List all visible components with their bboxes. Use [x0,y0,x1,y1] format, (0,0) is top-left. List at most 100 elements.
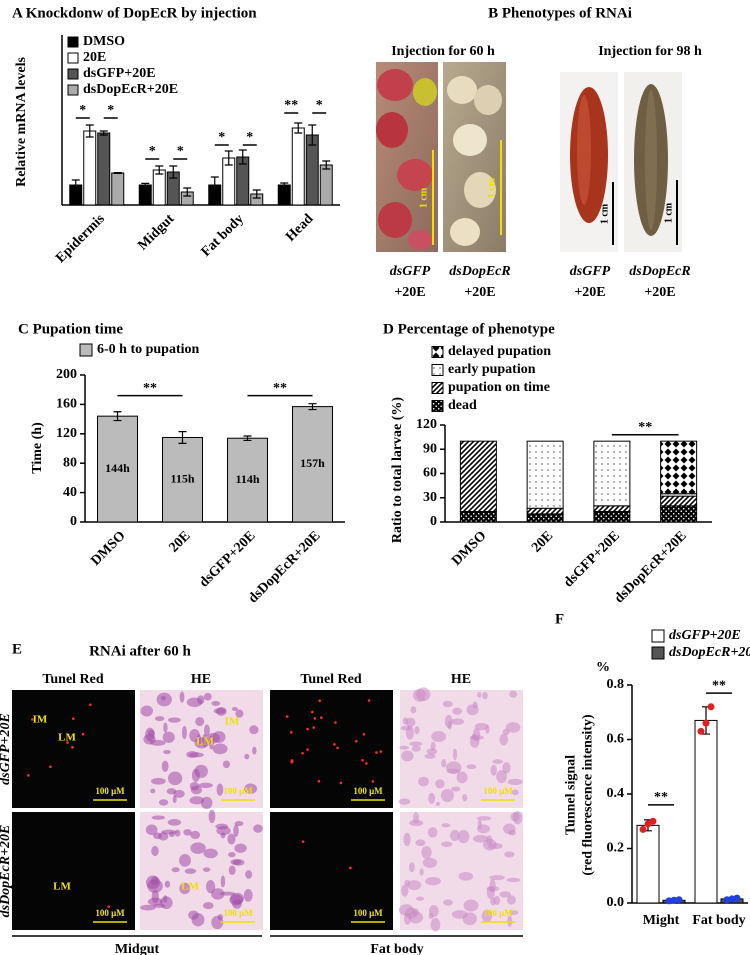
tissue-blob [499,891,511,898]
tissue-blob [163,895,168,903]
y-tick-label: 0.8 [607,677,625,692]
error-bar [71,179,80,191]
error-bar [238,149,247,165]
fluorescence-dot [313,717,317,720]
y-tick-label: 90 [423,441,437,456]
tissue-blob [244,783,258,794]
tissue-blob [476,816,492,821]
tissue-blob [477,691,482,698]
fluorescence-dot [318,699,322,703]
column-header: Tunel Red [300,672,362,687]
tissue-blob [163,749,171,755]
legend-label: dsDopEcR+20E [669,645,750,660]
bar [459,510,497,523]
data-point [707,703,715,711]
y-tick-label: 120 [416,417,437,432]
tissue-blob [399,745,409,750]
tissue-blob [216,826,231,836]
tissue-blob [469,735,484,741]
x-tick-label: Epidermis [53,211,108,266]
error-bar [169,165,178,179]
x-tick-label: DMSO [449,528,489,568]
tissue-blob [456,771,468,784]
image-label: dsGFP [570,264,611,279]
panel-title: B Phenotypes of RNAi [488,5,632,21]
tissue-blob [145,824,158,836]
fluorescence-dot [66,741,69,744]
y-axis-label: Ratio to total larvae (%) [390,397,405,544]
legend-swatch [79,343,93,357]
tissue-blob [208,809,216,824]
tissue-blob [190,785,202,795]
tissue-blob [477,819,482,830]
tissue-blob [200,796,213,810]
tissue-blob [179,854,191,867]
tissue-blob [422,857,438,868]
tissue-blob [158,832,169,841]
panel-label: E [12,641,22,657]
tissue-blob [435,801,440,806]
tissue-blob [443,899,453,906]
significance-label: ** [273,381,287,396]
error-bar [308,124,317,146]
x-tick-label: 20E [166,528,193,555]
fluorescence-dot [312,726,315,729]
y-tick-label: 0.6 [607,732,625,747]
tissue-blob [212,743,228,755]
tissue-blob [190,830,201,839]
tissue-blob [481,909,493,923]
tissue-blob [194,737,210,749]
bar [97,415,138,523]
error-bar [183,187,192,197]
error-bar [85,124,94,138]
tissue-blob [147,897,163,906]
tissue-blob [151,815,166,820]
fluorescence-dot [49,765,52,769]
fluorescence-dot [71,746,74,749]
tissue-blob [140,705,154,717]
x-tick-label: Might [643,913,680,928]
tissue-blob [451,786,461,792]
tissue-blob [444,714,453,729]
tissue-blob [428,792,436,804]
micrograph [270,690,393,808]
chart-title: D Percentage of phenotype [383,321,555,337]
region-label: IM [225,716,240,728]
tissue-blob [172,795,177,804]
tissue-blob [147,879,163,893]
fluorescence-dot [333,743,336,746]
image-label: dsDopEcR [629,264,690,279]
fluorescence-dot [311,710,314,714]
tissue-blob [228,851,236,858]
tissue-blob [140,904,156,911]
tissue-blob [404,879,411,887]
tissue-blob [414,726,420,735]
legend-swatch [67,36,79,48]
tissue-blob [174,829,181,837]
significance-label: * [79,103,86,118]
tissue-label: Midgut [115,942,160,955]
significance-label: ** [143,381,157,396]
error-bar [322,160,331,170]
photo [443,62,506,252]
tissue-blob [206,879,216,894]
tissue-blob [161,760,169,773]
legend-label: early pupation [448,362,536,377]
column-header: Tunel Red [42,672,104,687]
tissue-blob [179,882,191,895]
tissue-blob [198,782,213,789]
tissue-blob [398,798,411,805]
image-label: dsDopEcR [449,264,510,279]
significance-label: * [177,144,184,159]
tissue-blob [249,725,259,735]
tissue-blob [466,764,477,770]
tissue-blob [408,911,424,924]
legend-swatch [431,364,444,376]
fluorescence-dot [306,748,309,751]
tissue-blob [442,700,453,708]
legend-swatch [67,84,79,96]
tissue-blob [234,843,247,853]
bar [152,169,166,206]
tissue-blob [211,915,224,930]
